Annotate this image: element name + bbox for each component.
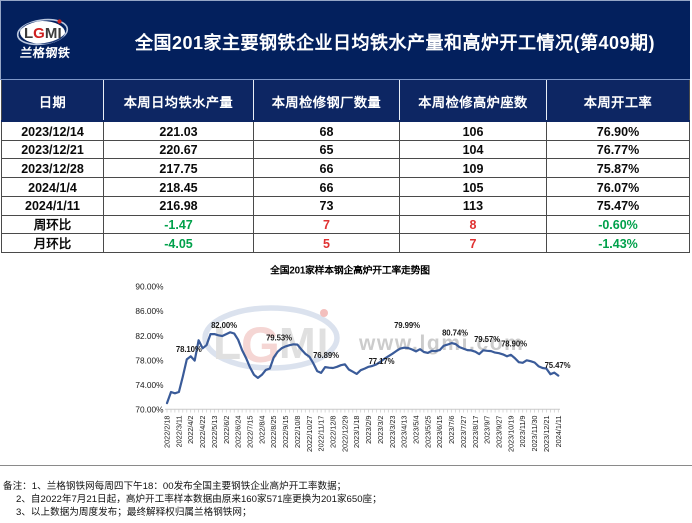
svg-text:2023/5/4: 2023/5/4 — [412, 416, 421, 444]
svg-text:78.00%: 78.00% — [135, 355, 164, 365]
svg-text:78.10%: 78.10% — [176, 345, 202, 354]
svg-text:2022/10/27: 2022/10/27 — [305, 416, 314, 453]
svg-text:2023/2/9: 2023/2/9 — [364, 416, 373, 444]
svg-text:82.00%: 82.00% — [211, 321, 237, 330]
svg-text:2022/7/15: 2022/7/15 — [246, 416, 255, 448]
svg-text:76.89%: 76.89% — [313, 351, 339, 360]
svg-text:2023/3/23: 2023/3/23 — [388, 416, 397, 448]
svg-text:2022/12/8: 2022/12/8 — [329, 416, 338, 448]
svg-text:2022/4/22: 2022/4/22 — [198, 416, 207, 448]
svg-text:82.00%: 82.00% — [135, 331, 164, 341]
svg-text:2023/9/27: 2023/9/27 — [495, 416, 504, 448]
svg-text:2023/7/6: 2023/7/6 — [447, 416, 456, 444]
svg-text:2022/11/17: 2022/11/17 — [317, 416, 326, 452]
svg-text:2023/7/27: 2023/7/27 — [459, 416, 468, 448]
svg-text:2022/9/15: 2022/9/15 — [281, 416, 290, 448]
svg-text:2024/1/11: 2024/1/11 — [554, 416, 563, 448]
svg-text:79.99%: 79.99% — [394, 321, 420, 330]
svg-text:2023/4/13: 2023/4/13 — [400, 416, 409, 448]
svg-text:2022/3/11: 2022/3/11 — [174, 416, 183, 448]
svg-text:2022/2/18: 2022/2/18 — [163, 416, 172, 448]
svg-text:2023/5/25: 2023/5/25 — [423, 416, 432, 448]
svg-text:LGM: LGM — [24, 25, 57, 42]
svg-text:74.00%: 74.00% — [135, 380, 164, 390]
svg-text:2023/11/30: 2023/11/30 — [530, 416, 539, 452]
svg-text:I: I — [317, 321, 328, 365]
svg-text:2022/6/2: 2022/6/2 — [222, 416, 231, 444]
svg-text:2023/3/2: 2023/3/2 — [376, 416, 385, 444]
svg-text:2022/10/8: 2022/10/8 — [293, 416, 302, 448]
svg-text:2023/8/17: 2023/8/17 — [471, 416, 480, 448]
svg-text:2022/8/4: 2022/8/4 — [257, 416, 266, 444]
svg-text:77.17%: 77.17% — [369, 357, 395, 366]
svg-text:G: G — [241, 317, 280, 373]
svg-text:78.90%: 78.90% — [501, 339, 527, 348]
svg-text:I: I — [58, 25, 62, 42]
svg-text:86.00%: 86.00% — [135, 306, 164, 316]
svg-text:79.53%: 79.53% — [266, 333, 292, 342]
svg-text:2022/8/25: 2022/8/25 — [269, 416, 278, 448]
svg-text:2022/5/13: 2022/5/13 — [210, 416, 219, 448]
svg-text:79.57%: 79.57% — [474, 335, 500, 344]
svg-text:80.74%: 80.74% — [442, 328, 468, 337]
svg-text:90.00%: 90.00% — [135, 282, 164, 292]
svg-text:2022/6/24: 2022/6/24 — [234, 416, 243, 448]
svg-text:2023/6/15: 2023/6/15 — [435, 416, 444, 448]
svg-text:L: L — [213, 317, 241, 369]
svg-text:2023/11/9: 2023/11/9 — [518, 416, 527, 448]
svg-text:2023/9/7: 2023/9/7 — [483, 416, 492, 444]
svg-text:2023/12/21: 2023/12/21 — [542, 416, 551, 453]
svg-text:2023/1/18: 2023/1/18 — [352, 416, 361, 448]
svg-text:70.00%: 70.00% — [135, 405, 164, 415]
svg-text:2022/4/2: 2022/4/2 — [186, 416, 195, 444]
svg-text:全国201家样本钢企高炉开工率走势图: 全国201家样本钢企高炉开工率走势图 — [269, 264, 430, 277]
svg-text:75.47%: 75.47% — [545, 361, 571, 370]
svg-text:2022/12/29: 2022/12/29 — [340, 416, 349, 453]
svg-text:兰格钢铁: 兰格钢铁 — [19, 45, 71, 60]
svg-text:2023/10/19: 2023/10/19 — [506, 416, 515, 453]
